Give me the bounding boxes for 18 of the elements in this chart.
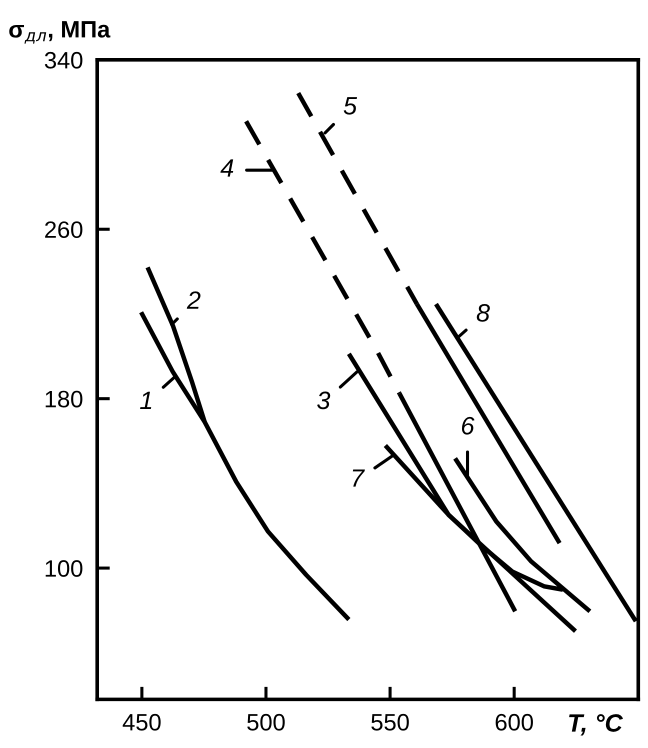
annotation: 4: [220, 159, 234, 177]
y-axis-title: σ$_{дл}$, МПа: [9, 21, 110, 44]
annotation: 8: [476, 304, 490, 322]
x-tick-label: 550: [371, 714, 409, 731]
x-tick-label: 600: [496, 714, 533, 731]
annotation: 6: [462, 416, 474, 435]
annotation: 5: [344, 97, 358, 115]
y-tick-label: 260: [45, 221, 82, 238]
annotation: 3: [317, 392, 330, 410]
x-axis-title: T, °C: [569, 714, 623, 736]
annotation: 7: [352, 469, 365, 487]
x-tick-label: 450: [122, 714, 161, 731]
annotation: 2: [186, 291, 200, 309]
y-tick-label: 340: [44, 52, 82, 69]
x-tick-label: 500: [247, 714, 285, 731]
annotation: 1: [140, 392, 152, 409]
y-tick-label: 180: [46, 390, 82, 408]
y-tick-label: 100: [46, 560, 82, 577]
